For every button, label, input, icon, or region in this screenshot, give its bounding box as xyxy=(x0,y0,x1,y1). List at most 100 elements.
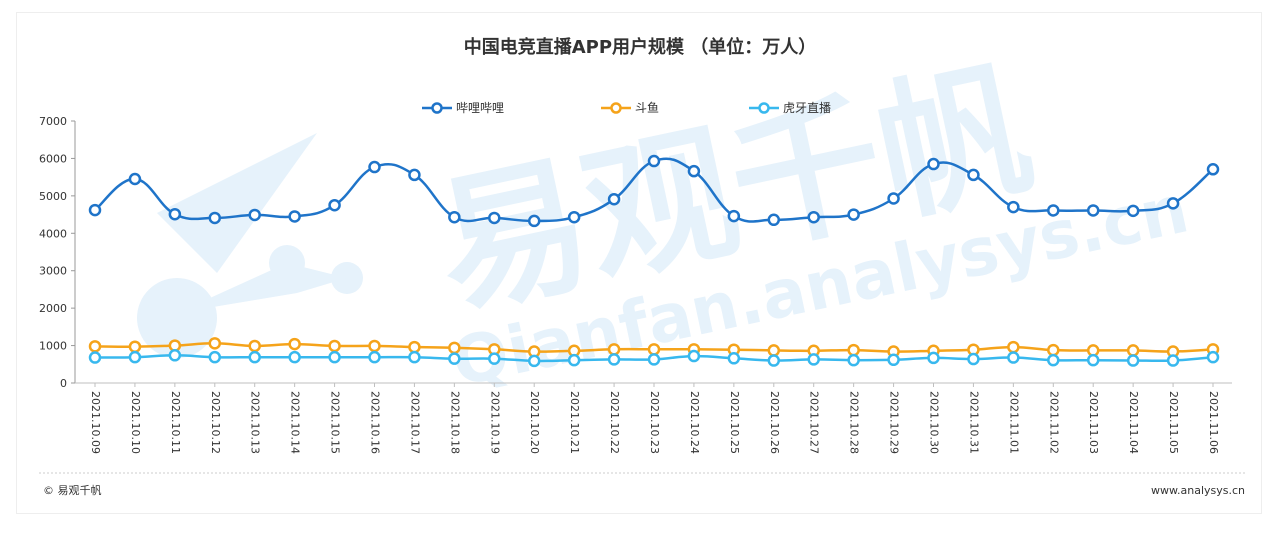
data-point xyxy=(1007,351,1020,364)
x-tick-label: 2021.10.24 xyxy=(688,391,701,454)
data-point xyxy=(408,340,421,354)
data-point xyxy=(927,351,940,365)
x-tick-label: 2021.10.09 xyxy=(89,391,102,454)
chart-card: 易观千帆 Qianfan.analysys.cn 中国电竞直播APP用户规模 （… xyxy=(16,12,1262,514)
data-point xyxy=(448,341,461,355)
x-tick-label: 2021.10.30 xyxy=(928,391,941,454)
data-point xyxy=(1126,204,1140,218)
footer-website: www.analysys.cn xyxy=(1151,484,1245,497)
legend: 哔哩哔哩 斗鱼 虎牙直播 xyxy=(422,101,831,115)
data-point xyxy=(767,213,781,227)
data-point xyxy=(1047,353,1060,367)
data-point xyxy=(328,350,341,364)
legend-item: 哔哩哔哩 xyxy=(422,101,504,115)
data-point xyxy=(1007,200,1020,214)
x-tick-label: 2021.10.19 xyxy=(488,391,501,454)
x-tick-label: 2021.11.05 xyxy=(1167,391,1180,454)
legend-item: 斗鱼 xyxy=(601,101,659,115)
x-axis-ticks: 2021.10.09 2021.10.10 2021.10.11 2021.10.12… xyxy=(89,383,1220,454)
data-point xyxy=(887,192,900,205)
y-tick-label: 4000 xyxy=(39,227,67,240)
x-tick-label: 2021.11.01 xyxy=(1007,391,1020,454)
legend-label: 虎牙直播 xyxy=(783,101,831,115)
data-point xyxy=(208,337,222,350)
x-tick-label: 2021.11.04 xyxy=(1127,391,1140,454)
data-point xyxy=(607,353,621,366)
legend-swatch-marker xyxy=(431,102,443,114)
data-point xyxy=(128,340,142,353)
data-point xyxy=(248,350,261,364)
data-point xyxy=(687,164,701,178)
data-point xyxy=(208,350,222,364)
legend-swatch-marker xyxy=(758,102,770,114)
data-point xyxy=(807,353,820,366)
legend-label: 哔哩哔哩 xyxy=(456,101,504,115)
data-point xyxy=(168,207,182,221)
x-tick-label: 2021.10.27 xyxy=(808,391,821,454)
data-point xyxy=(208,211,222,225)
y-axis-ticks: 0 1000 2000 3000 4000 5000 6000 7000 xyxy=(39,115,75,390)
x-tick-label: 2021.10.25 xyxy=(728,391,741,454)
legend-item: 虎牙直播 xyxy=(749,101,831,115)
y-tick-label: 7000 xyxy=(39,115,67,128)
data-point xyxy=(1086,204,1100,217)
data-point xyxy=(1126,354,1140,367)
data-point xyxy=(967,168,980,182)
data-point xyxy=(527,354,541,368)
x-tick-label: 2021.10.12 xyxy=(209,391,222,454)
data-point xyxy=(1007,340,1020,354)
data-point xyxy=(248,339,261,353)
y-tick-label: 3000 xyxy=(39,265,67,278)
data-point xyxy=(847,353,860,367)
data-point xyxy=(88,203,102,217)
x-tick-label: 2021.11.03 xyxy=(1087,391,1100,454)
data-point xyxy=(767,344,781,357)
data-point xyxy=(887,353,900,367)
data-point xyxy=(847,208,860,221)
x-tick-label: 2021.10.28 xyxy=(848,391,861,454)
data-point xyxy=(687,349,701,363)
x-tick-label: 2021.10.21 xyxy=(568,391,581,454)
data-point xyxy=(248,208,261,222)
data-point xyxy=(727,352,741,365)
data-point xyxy=(607,343,621,356)
y-tick-label: 2000 xyxy=(39,302,67,315)
data-point xyxy=(1166,354,1180,367)
data-point xyxy=(1047,204,1060,217)
watermark-logo-icon xyxy=(137,133,363,358)
x-tick-label: 2021.10.22 xyxy=(608,391,621,454)
data-point xyxy=(368,160,381,174)
chart: 易观千帆 Qianfan.analysys.cn 中国电竞直播APP用户规模 （… xyxy=(39,36,1245,497)
x-tick-label: 2021.10.11 xyxy=(169,391,182,454)
data-point xyxy=(567,210,581,224)
x-tick-label: 2021.11.02 xyxy=(1047,391,1060,454)
data-point xyxy=(727,209,741,223)
data-point xyxy=(927,157,940,171)
x-tick-label: 2021.10.14 xyxy=(289,391,302,454)
x-tick-label: 2021.10.15 xyxy=(329,391,342,454)
data-point xyxy=(1166,197,1180,210)
data-point xyxy=(807,210,820,224)
x-tick-label: 2021.10.26 xyxy=(768,391,781,454)
x-tick-label: 2021.10.10 xyxy=(129,391,142,454)
x-tick-label: 2021.10.13 xyxy=(249,391,262,454)
data-point xyxy=(88,351,102,364)
chart-title: 中国电竞直播APP用户规模 （单位：万人） xyxy=(464,36,817,58)
data-point xyxy=(647,343,661,356)
data-point xyxy=(647,353,661,366)
data-point xyxy=(448,352,461,365)
x-tick-label: 2021.10.16 xyxy=(369,391,382,454)
data-point xyxy=(847,343,860,357)
y-tick-label: 0 xyxy=(60,377,67,390)
data-point xyxy=(527,214,541,228)
legend-label: 斗鱼 xyxy=(635,101,659,115)
legend-swatch-marker xyxy=(610,102,622,114)
x-tick-label: 2021.10.29 xyxy=(888,391,901,454)
series-points xyxy=(88,154,1220,368)
data-point xyxy=(168,349,182,362)
data-point xyxy=(647,154,661,168)
data-point xyxy=(128,172,142,186)
data-point xyxy=(448,210,461,224)
data-point xyxy=(368,339,381,353)
data-point xyxy=(967,352,980,366)
